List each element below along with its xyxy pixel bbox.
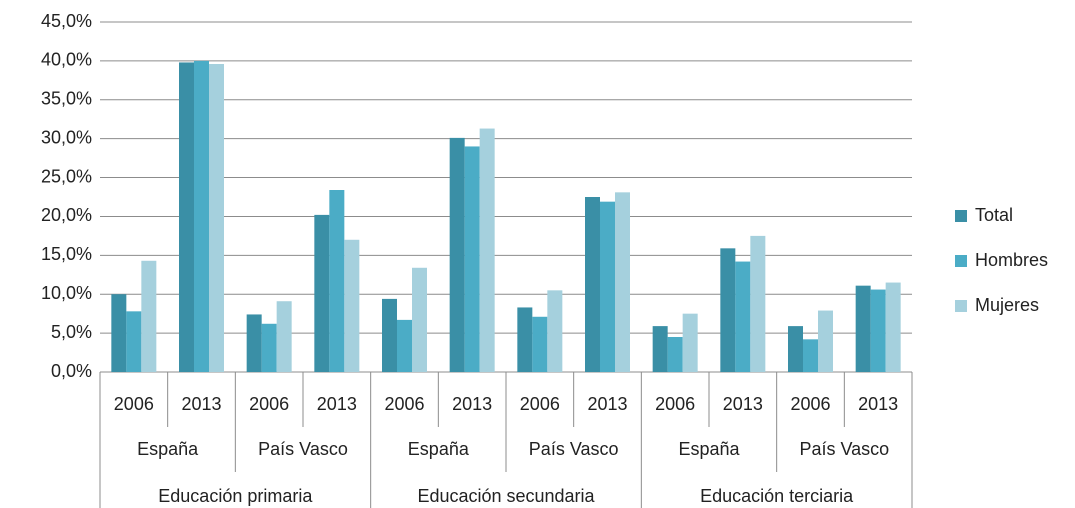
bar [667,337,683,372]
bar [246,314,262,372]
bar [615,192,630,372]
bar [532,316,548,372]
region-label: España [408,439,470,459]
x-tick-label: 2013 [317,394,357,414]
bar [547,290,563,372]
bar [885,282,901,372]
bar [344,239,360,372]
x-tick-label: 2013 [723,394,763,414]
bar [682,313,698,372]
legend-label: Mujeres [975,295,1039,315]
bar [750,235,766,372]
y-tick-label: 40,0% [41,50,92,70]
y-tick-label: 30,0% [41,127,92,147]
bar [179,62,194,372]
bar [397,319,412,372]
legend-label: Total [975,205,1013,225]
bar [141,260,157,372]
region-label: España [137,439,199,459]
x-tick-label: 2006 [520,394,560,414]
bar [194,60,209,373]
legend-swatch [955,300,967,312]
bar [855,285,871,372]
bar [382,298,397,372]
x-tick-label: 2006 [114,394,154,414]
level-label: Educación terciaria [700,486,854,506]
bar [788,326,803,372]
bar [600,201,615,372]
bar [479,128,495,372]
level-label: Educación secundaria [417,486,595,506]
bar [111,294,127,372]
bar [412,267,427,372]
bar [314,214,330,372]
x-tick-label: 2006 [655,394,695,414]
x-tick-label: 2013 [181,394,221,414]
bar [329,190,345,372]
region-label: España [678,439,740,459]
x-tick-label: 2013 [452,394,492,414]
bar [261,323,277,372]
y-tick-label: 20,0% [41,205,92,225]
y-tick-label: 10,0% [41,283,92,303]
legend-label: Hombres [975,250,1048,270]
x-tick-label: 2006 [384,394,424,414]
bar [126,311,142,372]
bar [735,261,751,372]
region-label: País Vasco [258,439,348,459]
legend-swatch [955,210,967,222]
legend-swatch [955,255,967,267]
y-tick-label: 25,0% [41,166,92,186]
bar [449,137,465,372]
x-tick-label: 2006 [249,394,289,414]
x-tick-label: 2006 [790,394,830,414]
y-tick-label: 15,0% [41,244,92,264]
y-tick-label: 45,0% [41,11,92,31]
bar [818,310,833,372]
bar [870,289,886,372]
region-label: País Vasco [529,439,619,459]
bar [803,339,818,372]
bar [464,146,480,372]
level-label: Educación primaria [158,486,313,506]
y-tick-label: 5,0% [51,322,92,342]
bar [209,64,224,372]
bar [652,326,668,372]
y-tick-label: 35,0% [41,89,92,109]
bar [720,248,736,372]
x-tick-label: 2013 [587,394,627,414]
region-label: País Vasco [799,439,889,459]
y-tick-label: 0,0% [51,361,92,381]
bar [585,197,600,372]
x-tick-label: 2013 [858,394,898,414]
bar [517,307,533,372]
bar [276,301,292,372]
